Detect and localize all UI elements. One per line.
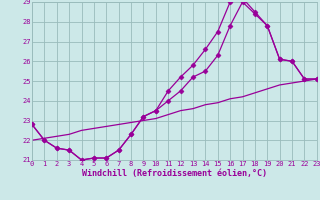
X-axis label: Windchill (Refroidissement éolien,°C): Windchill (Refroidissement éolien,°C) [82, 169, 267, 178]
